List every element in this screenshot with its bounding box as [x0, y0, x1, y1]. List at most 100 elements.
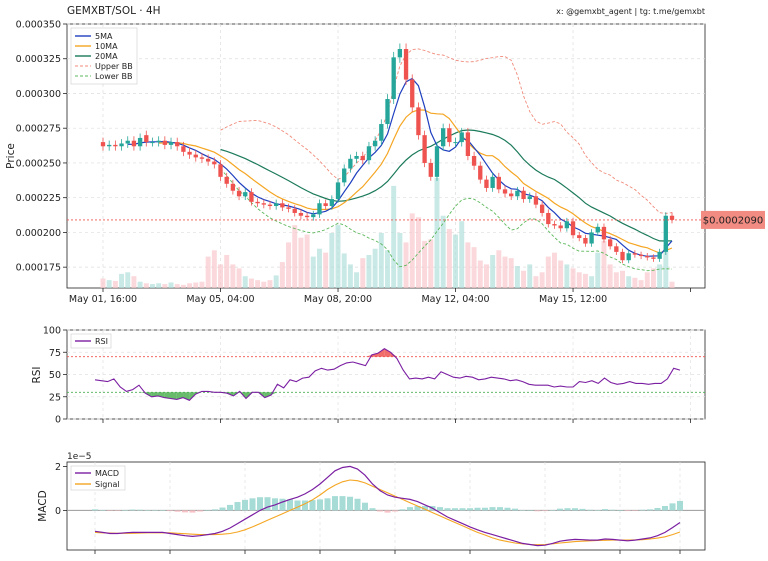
- volume-bar: [650, 268, 656, 288]
- candle: [187, 147, 192, 159]
- candle: [323, 199, 328, 210]
- volume-bar: [471, 247, 477, 288]
- candle: [638, 251, 644, 260]
- volume-bar: [180, 284, 186, 288]
- candle: [311, 210, 316, 221]
- candle: [459, 127, 464, 147]
- macd-histogram-bar: [122, 509, 128, 511]
- volume-bar: [211, 250, 217, 288]
- volume-bar: [626, 276, 632, 288]
- candle: [224, 172, 229, 188]
- candle: [564, 217, 570, 232]
- candle: [107, 140, 112, 151]
- macd-histogram-bar: [362, 502, 368, 511]
- macd-histogram-bar: [437, 507, 443, 511]
- candle: [113, 140, 118, 151]
- volume-bar: [242, 276, 248, 288]
- rsi-axis-label: RSI: [31, 366, 43, 383]
- candle: [342, 164, 347, 187]
- volume-bar: [168, 282, 174, 288]
- x-tick-label: May 01, 16:00: [69, 294, 137, 305]
- candle: [150, 137, 155, 147]
- volume-bar: [255, 280, 261, 288]
- volume-bar: [106, 280, 112, 288]
- candle: [261, 199, 266, 209]
- volume-bar: [100, 278, 106, 288]
- volume-bar: [248, 278, 254, 288]
- candle: [397, 43, 403, 63]
- macd-histogram-bar: [519, 509, 526, 511]
- volume-bar: [415, 217, 421, 288]
- volume-bar: [360, 258, 366, 288]
- macd-histogram-bar: [159, 509, 166, 511]
- candle: [354, 151, 359, 163]
- macd-histogram-bar: [399, 509, 406, 511]
- candle: [317, 199, 322, 218]
- candle: [484, 175, 489, 192]
- macd-histogram-bar: [174, 510, 181, 512]
- upper-bb-line: [220, 48, 673, 214]
- volume-bar: [329, 233, 335, 288]
- volume-bar: [156, 283, 162, 288]
- macd-histogram-bar: [219, 507, 226, 511]
- volume-bar: [174, 284, 180, 288]
- price-tick-label: 0.000200: [16, 228, 61, 239]
- candle: [199, 153, 205, 163]
- volume-bar: [391, 185, 397, 288]
- signal-line: [94, 479, 681, 546]
- volume-bar: [459, 221, 465, 288]
- candle: [577, 231, 582, 242]
- price-tick-label: 0.000300: [16, 89, 61, 100]
- ma5-line: [127, 77, 673, 257]
- volume-bar: [669, 281, 675, 288]
- candle: [335, 178, 341, 203]
- volume-bar: [298, 237, 304, 288]
- candle: [589, 229, 594, 247]
- volume-bar: [453, 234, 459, 288]
- candle: [570, 217, 576, 239]
- x-tick-label: May 05, 04:00: [186, 294, 254, 305]
- candle: [236, 186, 242, 201]
- macd-histogram-bar: [639, 509, 646, 511]
- candle: [230, 179, 236, 195]
- volume-bar: [496, 250, 502, 288]
- rsi-oversold-fill: [139, 392, 146, 394]
- volume-bar: [354, 272, 360, 288]
- candle: [601, 223, 607, 243]
- volume-bar: [576, 272, 582, 288]
- candle: [329, 195, 335, 210]
- ma10-line: [158, 109, 673, 254]
- volume-bar: [539, 272, 545, 288]
- volume-bar: [187, 283, 193, 288]
- volume-bar: [125, 272, 131, 288]
- current-price-label: $0.0002090: [703, 215, 763, 226]
- rsi-overbought-fill: [365, 354, 372, 357]
- candle: [298, 209, 304, 220]
- macd-axis-label: MACD: [37, 490, 49, 521]
- candle: [614, 243, 619, 255]
- candle: [360, 151, 365, 165]
- macd-histogram-bar: [114, 510, 121, 511]
- candle: [632, 250, 638, 258]
- rsi-oversold-fill: [164, 392, 171, 399]
- volume-bar: [508, 258, 514, 288]
- macd-histogram-bar: [144, 509, 151, 511]
- candle: [465, 127, 471, 161]
- volume-bar: [502, 256, 508, 288]
- volume-bar: [644, 272, 650, 288]
- volume-bar: [607, 264, 613, 288]
- candle: [249, 188, 254, 206]
- macd-histogram-bar: [474, 507, 481, 511]
- volume-bar: [131, 276, 137, 288]
- candle: [416, 102, 421, 140]
- volume-bar: [261, 281, 267, 288]
- macd-histogram-bar: [152, 509, 158, 511]
- volume-bar: [199, 281, 205, 288]
- candle: [453, 137, 458, 147]
- macd-histogram-bar: [632, 510, 638, 511]
- macd-histogram-bar: [249, 498, 256, 511]
- macd-histogram-bar: [302, 500, 308, 511]
- legend-label-20ma: 20MA: [95, 52, 118, 61]
- macd-histogram-bar: [459, 508, 466, 511]
- volume-bar: [533, 276, 539, 288]
